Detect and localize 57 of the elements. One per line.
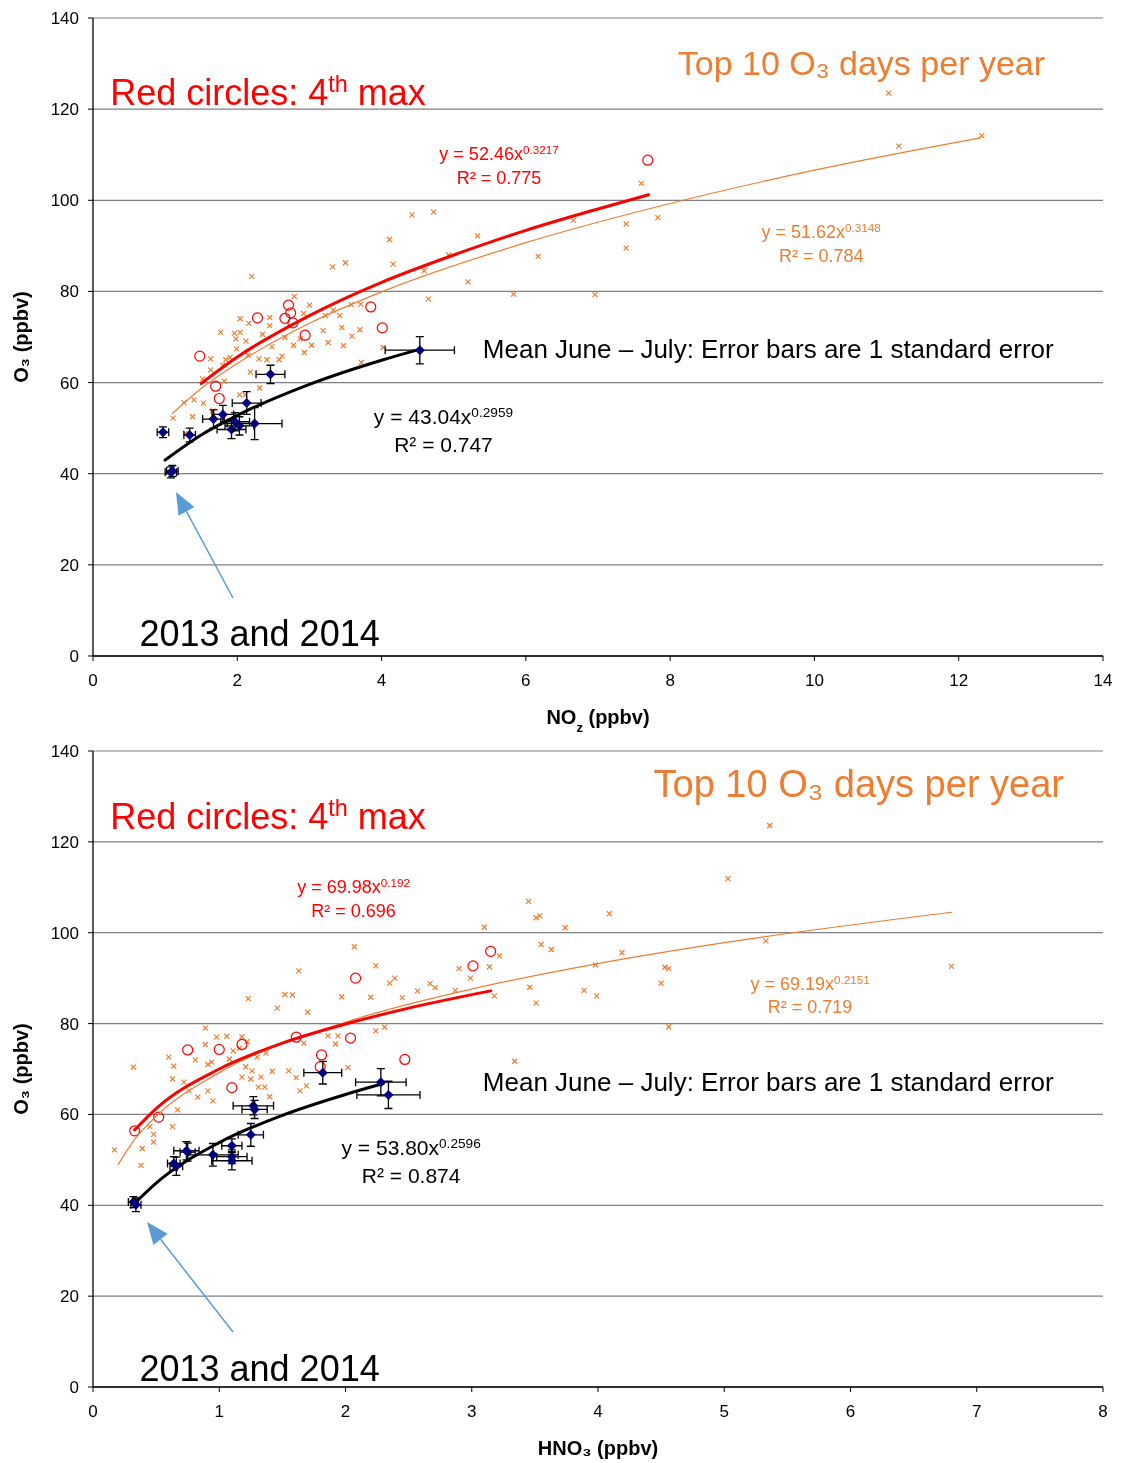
annotation: y = 69.98x$^{0.192}$ xyxy=(297,875,410,898)
annotation: Red circles: 4$^{th}$ max xyxy=(110,795,426,838)
y-tick-label: 20 xyxy=(60,555,79,575)
x-tick-label: 6 xyxy=(845,1402,856,1421)
annotation: R² = 0.874 xyxy=(361,1164,461,1188)
annotation: R² = 0.747 xyxy=(394,432,493,456)
x-axis-title: NO$_{z}$ (ppbv) xyxy=(546,706,650,735)
annotation: y = 51.62x$^{0.3148}$ xyxy=(761,220,881,243)
annotation: Top 10 O₃ days per year xyxy=(653,762,1065,805)
y-tick-label: 80 xyxy=(60,1014,79,1034)
annotation: Top 10 O₃ days per year xyxy=(677,43,1046,82)
x-tick-label: 2 xyxy=(232,671,243,690)
x-tick-label: 3 xyxy=(467,1402,477,1421)
x-axis-title: HNO₃ (ppbv) xyxy=(537,1437,659,1459)
annotation: 2013 and 2014 xyxy=(139,1347,380,1389)
annotation: R² = 0.696 xyxy=(311,901,396,921)
y-tick-label: 0 xyxy=(69,646,79,666)
annotation: R² = 0.784 xyxy=(778,245,864,266)
y-tick-label: 60 xyxy=(60,1105,79,1125)
y-tick-label: 100 xyxy=(50,923,79,943)
y-tick-label: 140 xyxy=(50,8,79,28)
y-axis-title: O₃ (ppbv) xyxy=(10,291,32,383)
x-tick-label: 6 xyxy=(521,671,531,690)
x-tick-label: 8 xyxy=(665,671,675,690)
x-tick-label: 0 xyxy=(88,671,98,690)
y-axis-title: O₃ (ppbv) xyxy=(10,1023,32,1115)
annotation: Mean June – July: Error bars are 1 standard error xyxy=(482,334,1055,365)
y-tick-label: 40 xyxy=(60,464,79,484)
annotation: y = 43.04x$^{0.2959}$ xyxy=(373,404,514,428)
x-tick-label: 4 xyxy=(376,671,387,690)
annotation: y = 53.80x$^{0.2596}$ xyxy=(341,1136,481,1160)
x-tick-label: 10 xyxy=(804,671,824,690)
y-tick-label: 40 xyxy=(60,1196,79,1216)
x-tick-label: 2 xyxy=(340,1402,351,1421)
y-tick-label: 80 xyxy=(60,282,79,302)
x-tick-label: 5 xyxy=(719,1402,729,1421)
y-tick-label: 120 xyxy=(50,100,79,120)
y-tick-label: 20 xyxy=(60,1287,79,1307)
x-tick-label: 8 xyxy=(1098,1402,1108,1421)
y-tick-label: 120 xyxy=(50,832,79,852)
annotation: R² = 0.775 xyxy=(456,167,542,188)
annotation: 2013 and 2014 xyxy=(139,612,380,654)
y-tick-label: 60 xyxy=(60,373,79,393)
x-tick-label: 12 xyxy=(949,671,969,690)
y-tick-label: 0 xyxy=(69,1377,79,1397)
x-tick-label: 0 xyxy=(88,1402,98,1421)
annotation: R² = 0.719 xyxy=(767,997,853,1018)
x-tick-label: 4 xyxy=(593,1402,603,1421)
y-tick-label: 100 xyxy=(50,191,79,211)
x-tick-label: 7 xyxy=(972,1402,982,1421)
x-tick-label: 1 xyxy=(214,1402,224,1421)
annotation: y = 69.19x$^{0.2151}$ xyxy=(750,972,870,995)
annotation: y = 52.46x$^{0.3217}$ xyxy=(439,142,559,165)
annotation: Red circles: 4$^{th}$ max xyxy=(110,70,426,113)
annotation: Mean June – July: Error bars are 1 standard error xyxy=(482,1067,1055,1098)
y-tick-label: 140 xyxy=(50,741,79,761)
x-tick-label: 14 xyxy=(1093,671,1113,690)
